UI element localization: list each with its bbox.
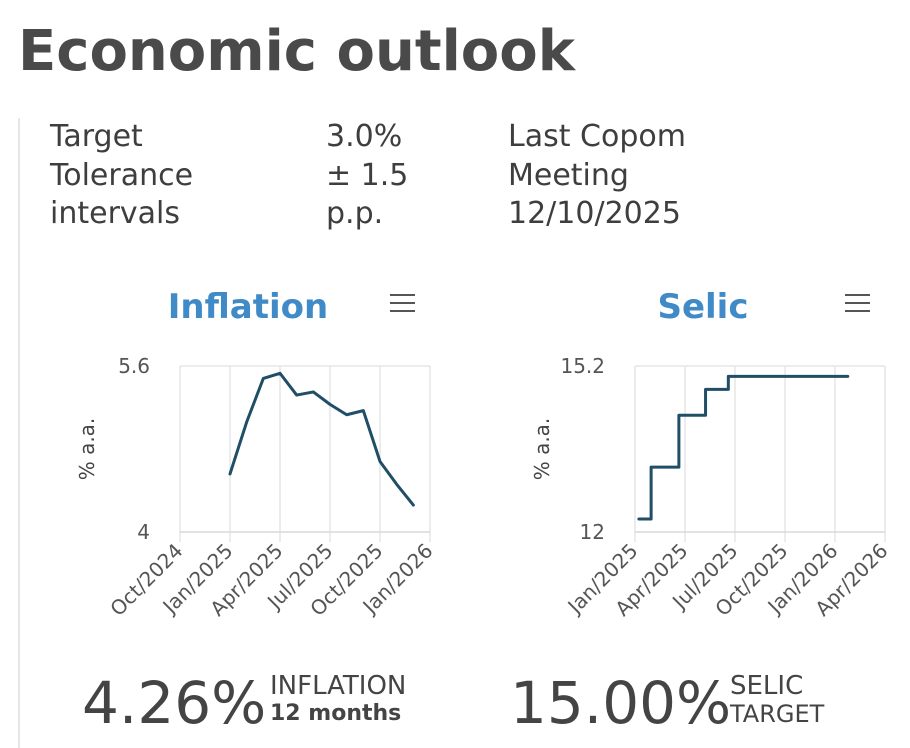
series-line[interactable] [637, 374, 850, 521]
tolerance-label: Tolerance [50, 157, 194, 193]
data-point[interactable] [703, 386, 709, 392]
data-point[interactable] [360, 408, 366, 414]
data-point[interactable] [260, 375, 266, 381]
hamburger-menu-icon[interactable] [841, 289, 875, 317]
target-label: Target [50, 119, 143, 154]
meeting-info: Last Copom Meeting 12/10/2025 [508, 118, 686, 234]
data-point[interactable] [277, 370, 283, 376]
inflation-chart: Inflation 5.6 4% a.a. Oct/2024 Jan/2025 Apr/2… [50, 270, 490, 660]
series-line[interactable] [228, 371, 415, 507]
target-value: 3.0% [326, 119, 403, 154]
tolerance-unit: p.p. [326, 196, 384, 231]
selic-kpi-sublabel: TARGET [730, 700, 825, 728]
data-point[interactable] [845, 373, 851, 379]
selic-chart: Selic 15.2 12% a.a. Jan/2025 Apr/2025 Jul/202… [505, 270, 910, 660]
data-point[interactable] [310, 389, 316, 395]
chart-title: Inflation [168, 287, 328, 327]
data-point[interactable] [294, 392, 300, 398]
selic-kpi-label: SELIC [730, 671, 804, 701]
y-tick-label: 4 [137, 520, 150, 544]
data-point[interactable] [648, 464, 654, 470]
data-point[interactable] [636, 516, 642, 522]
y-axis-label: % a.a. [530, 418, 554, 481]
meeting-label-line2: Meeting [508, 157, 629, 193]
data-point[interactable] [377, 458, 383, 464]
left-divider [18, 118, 20, 748]
info-labels: Target Tolerance intervals [50, 118, 193, 234]
data-point[interactable] [344, 412, 350, 418]
hamburger-menu-icon[interactable] [386, 289, 420, 317]
y-axis-label: % a.a. [75, 418, 99, 481]
y-tick-label: 15.2 [560, 354, 605, 378]
chart-title: Selic [657, 287, 748, 327]
meeting-date: 12/10/2025 [508, 196, 681, 231]
selic-kpi-value: 15.00% [510, 669, 732, 737]
info-values: 3.0% ± 1.5 p.p. [326, 118, 408, 234]
data-point[interactable] [227, 471, 233, 477]
inflation-kpi-label: INFLATION [270, 671, 407, 701]
data-point[interactable] [244, 419, 250, 425]
y-tick-label: 5.6 [118, 354, 150, 378]
data-point[interactable] [327, 401, 333, 407]
data-point[interactable] [676, 412, 682, 418]
y-tick-label: 12 [580, 520, 605, 544]
data-point[interactable] [394, 481, 400, 487]
data-point[interactable] [725, 373, 731, 379]
intervals-label: intervals [50, 196, 181, 231]
page-title: Economic outlook [18, 19, 575, 84]
inflation-kpi-value: 4.26% [82, 669, 267, 737]
tolerance-value: ± 1.5 [326, 157, 409, 193]
meeting-label-line1: Last Copom [508, 119, 686, 154]
inflation-kpi-sublabel: 12 months [270, 701, 402, 726]
data-point[interactable] [410, 502, 416, 508]
